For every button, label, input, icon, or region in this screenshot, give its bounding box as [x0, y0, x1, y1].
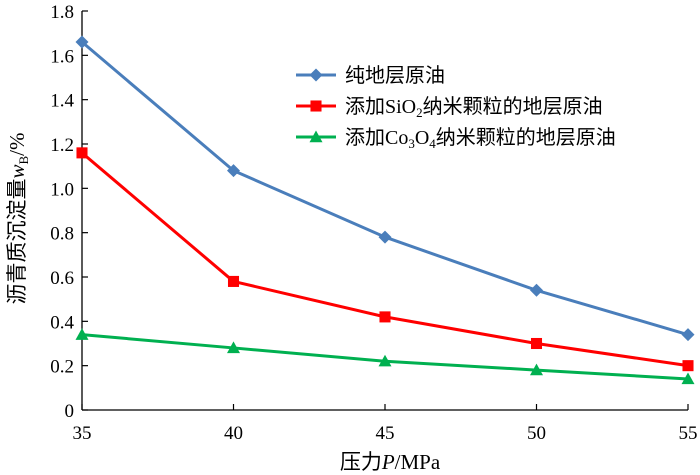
series-1: [75, 35, 695, 342]
axes: 0 0.2 0.4 0.6 0.8 1.0 1.2 1.4 1.6 1.8 35 40 45 50 55: [50, 2, 697, 444]
series-3-point: [681, 372, 695, 385]
series-3-point: [378, 354, 392, 367]
legend-label: 纯地层原油: [345, 64, 445, 87]
series-2-point: [76, 147, 88, 159]
series-2-point: [227, 275, 240, 287]
y-axis-label-subscript: B: [16, 155, 31, 164]
y-tick-label: 0.4: [50, 312, 74, 333]
series-1-point: [75, 35, 89, 49]
y-tick-label: 1.8: [50, 2, 74, 23]
y-axis-label-variable: w: [5, 164, 29, 178]
legend-label-text: 添加Co: [345, 126, 408, 149]
legend-item-3: 添加Co3O4纳米颗粒的地层原油: [296, 126, 616, 151]
series-2: [76, 147, 694, 372]
x-axis-label-variable: P: [381, 450, 395, 474]
x-tick-label: 35: [73, 423, 92, 444]
x-axis-label: 压力P/MPa: [340, 450, 441, 474]
y-tick-label: 0: [65, 401, 75, 422]
y-axis-label: 沥青质沉淀量wB/%: [5, 132, 31, 304]
series-1-point: [530, 283, 543, 297]
y-axis-label-text: 沥青质沉淀量: [5, 179, 29, 305]
y-tick-label: 0.6: [50, 268, 74, 289]
y-axis-label-unit: /%: [5, 132, 29, 155]
legend-label: 添加Co3O4纳米颗粒的地层原油: [345, 126, 616, 151]
x-axis-label-unit: /MPa: [395, 450, 441, 474]
legend-label-subscript: 3: [408, 136, 415, 151]
legend-label-subscript: 2: [416, 105, 423, 120]
x-tick-label: 50: [527, 423, 546, 444]
x-tick-label: 45: [376, 423, 395, 444]
y-tick-label: 0.2: [50, 357, 74, 378]
legend-label-text: 添加SiO: [345, 95, 416, 118]
series-3-point: [530, 363, 543, 376]
series-3: [75, 328, 695, 385]
legend-swatch-marker: [309, 68, 323, 82]
series-3-point: [75, 328, 89, 340]
x-axis-label-text: 压力: [340, 450, 382, 474]
x-tick-label: 55: [679, 423, 698, 444]
y-tick-label: 1.6: [50, 46, 74, 67]
y-tick-label: 1.2: [50, 135, 74, 156]
series-1-point: [227, 164, 240, 178]
series-3-point: [227, 341, 240, 354]
y-tick-label: 1.4: [50, 91, 74, 112]
legend-label-text: 纯地层原油: [345, 64, 445, 87]
legend-label-subscript: 4: [429, 136, 436, 151]
series-2-line: [81, 151, 689, 368]
series-1-point: [681, 328, 695, 342]
legend-label-text: O: [415, 127, 429, 149]
legend-label: 添加SiO2纳米颗粒的地层原油: [345, 95, 603, 120]
legend-label-text: 纳米颗粒的地层原油: [436, 126, 616, 149]
series-2-point: [682, 360, 694, 372]
legend-swatch-marker: [310, 100, 322, 112]
legend-item-1: 纯地层原油: [296, 64, 445, 87]
series-2-point: [530, 337, 543, 350]
legend-swatch-marker: [309, 130, 323, 143]
legend-item-2: 添加SiO2纳米颗粒的地层原油: [296, 95, 603, 120]
x-tick-label: 40: [224, 423, 243, 444]
y-tick-label: 0.8: [50, 224, 74, 245]
legend-label-text: 纳米颗粒的地层原油: [423, 95, 603, 118]
series-1-point: [378, 230, 392, 244]
y-tick-label: 1.0: [50, 179, 74, 200]
series-2-point: [379, 311, 391, 323]
series-group: [75, 35, 695, 385]
